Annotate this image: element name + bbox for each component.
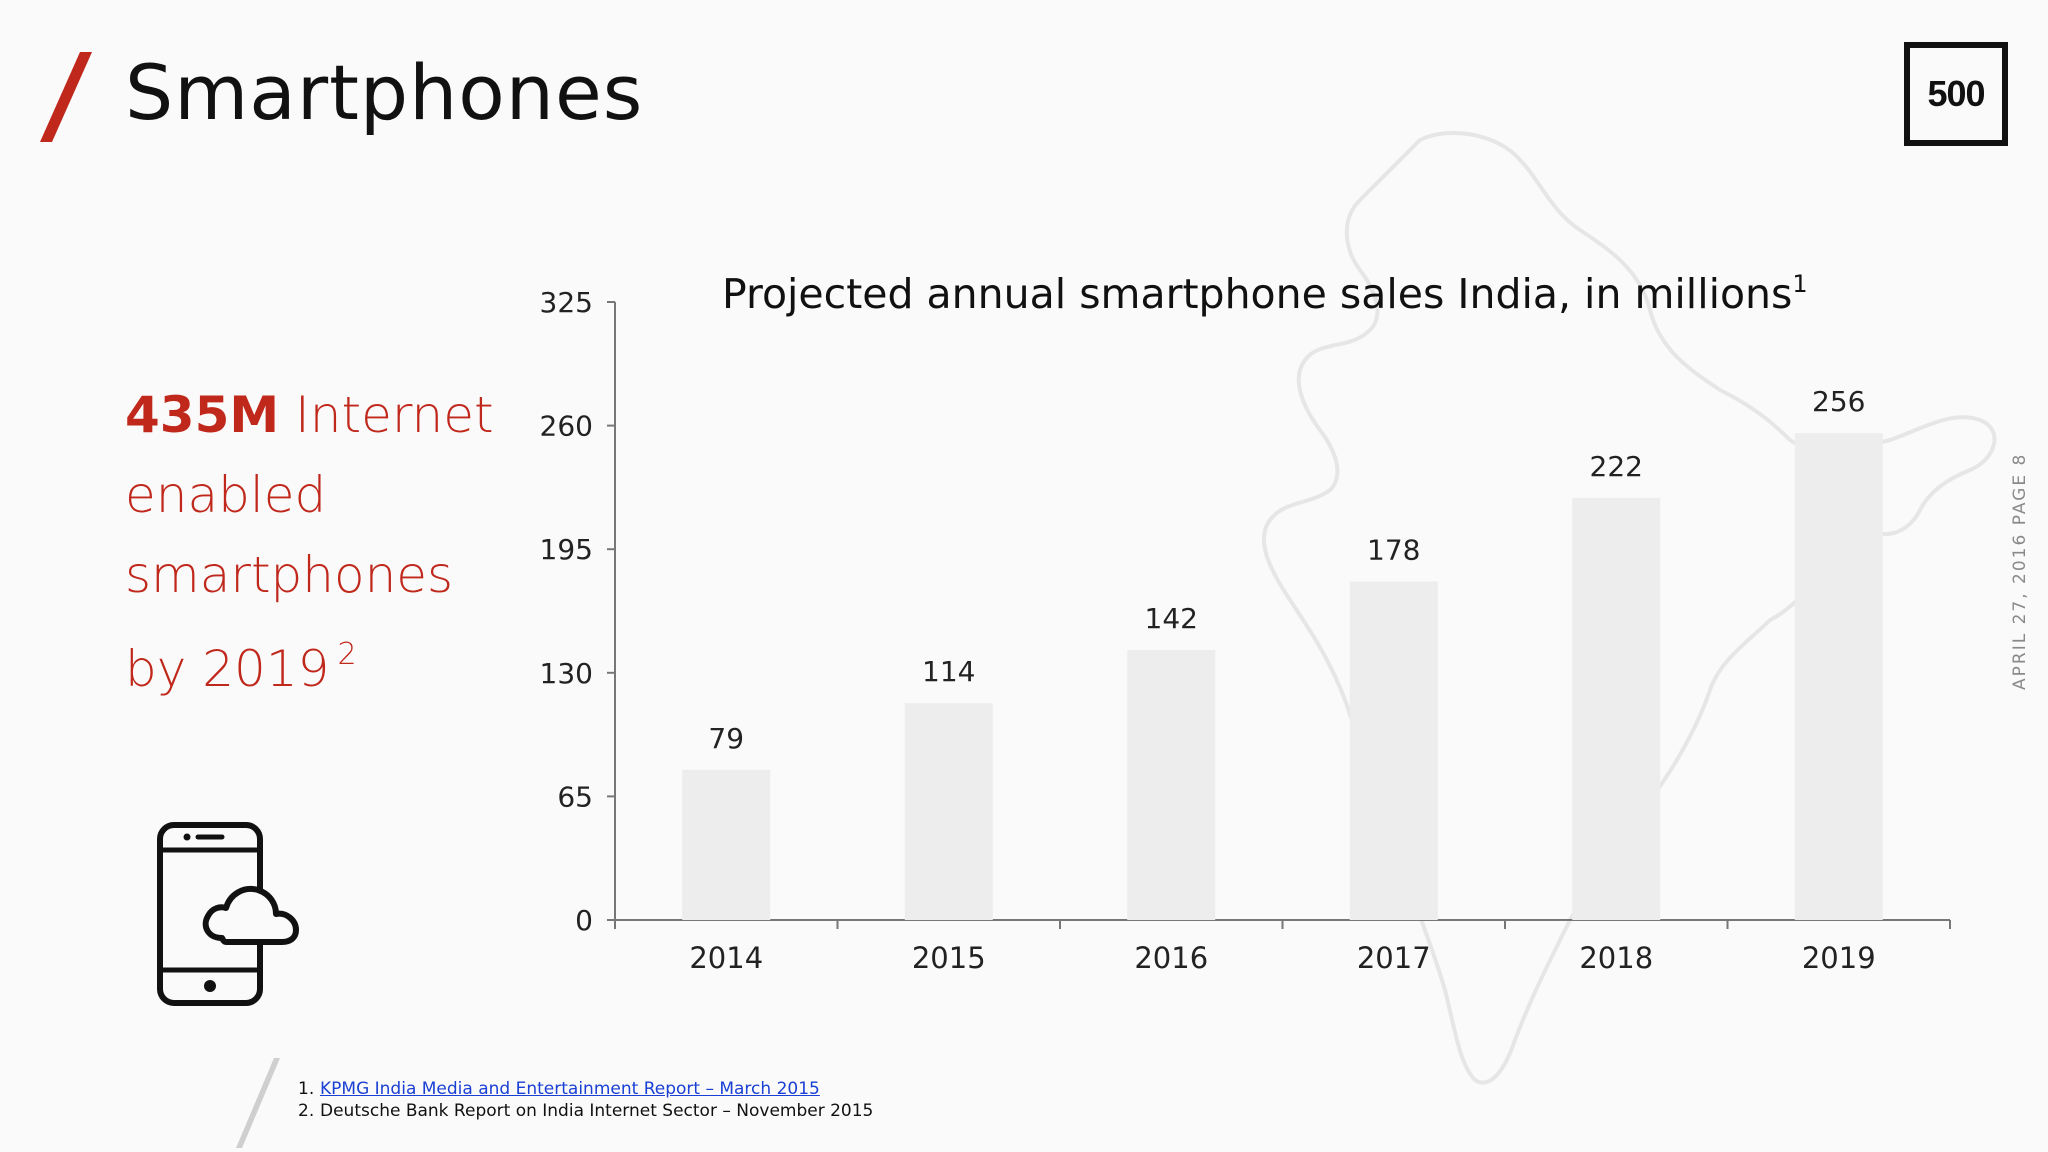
- callout-line-2: enabled: [125, 466, 327, 524]
- x-tick-label-2019: 2019: [1802, 941, 1876, 975]
- page-title: Smartphones: [125, 48, 644, 137]
- footnote-2-text: Deutsche Bank Report on India Internet S…: [320, 1101, 874, 1121]
- footnotes: 1. KPMG India Media and Entertainment Rep…: [298, 1078, 873, 1122]
- bar-2019: [1794, 433, 1883, 920]
- footnote-1-link[interactable]: KPMG India Media and Entertainment Repor…: [320, 1079, 820, 1099]
- footnote-1: 1. KPMG India Media and Entertainment Rep…: [298, 1078, 873, 1100]
- footnote-2-number: 2.: [298, 1101, 315, 1121]
- bar-2017: [1349, 581, 1438, 920]
- x-tick-label-2017: 2017: [1357, 941, 1431, 975]
- callout-line-1-rest: Internet: [295, 386, 494, 444]
- chart-title-text: Projected annual smartphone sales India,…: [722, 270, 1792, 318]
- stat-callout: 435M Internet enabled smartphones by 201…: [125, 375, 495, 709]
- x-tick-label-2016: 2016: [1134, 941, 1208, 975]
- y-tick-label: 130: [540, 657, 593, 690]
- callout-footnote-ref: 2: [337, 637, 357, 672]
- y-tick-label: 260: [540, 410, 593, 443]
- x-tick-label-2015: 2015: [912, 941, 986, 975]
- footnote-slash-icon: [236, 1058, 280, 1148]
- data-label-2016: 142: [1145, 602, 1198, 635]
- footnote-2: 2. Deutsche Bank Report on India Internet…: [298, 1100, 873, 1122]
- smartphone-cloud-icon: [157, 822, 299, 1006]
- logo-text: 500: [1927, 73, 1985, 114]
- data-label-2014: 79: [708, 722, 744, 755]
- callout-highlight: 435M: [125, 386, 280, 444]
- slash-mark-icon: [40, 52, 92, 142]
- y-tick-label: 325: [540, 286, 593, 319]
- callout-line-1: 435M Internet: [125, 375, 495, 455]
- y-tick-label: 65: [557, 780, 593, 813]
- callout-line-4-text: by 2019: [125, 640, 330, 698]
- brand-logo: 500: [1904, 42, 2008, 146]
- callout-line-3: smartphones: [125, 546, 454, 604]
- callout-line-4: by 2019 2: [125, 615, 495, 709]
- data-label-2019: 256: [1812, 385, 1865, 418]
- x-tick-label-2014: 2014: [689, 941, 763, 975]
- data-label-2018: 222: [1590, 450, 1643, 483]
- footnote-1-number: 1.: [298, 1079, 315, 1099]
- bar-2014: [682, 769, 771, 920]
- bar-2018: [1572, 497, 1661, 920]
- bar-2016: [1127, 649, 1216, 920]
- data-label-2017: 178: [1367, 534, 1420, 567]
- x-tick-label-2018: 2018: [1579, 941, 1653, 975]
- y-tick-label: 195: [540, 533, 593, 566]
- y-tick-label: 0: [575, 904, 593, 937]
- chart-title-footnote: 1: [1792, 270, 1807, 298]
- data-label-2015: 114: [922, 655, 975, 688]
- chart-title: Projected annual smartphone sales India,…: [722, 270, 1808, 318]
- bar-2015: [904, 703, 993, 920]
